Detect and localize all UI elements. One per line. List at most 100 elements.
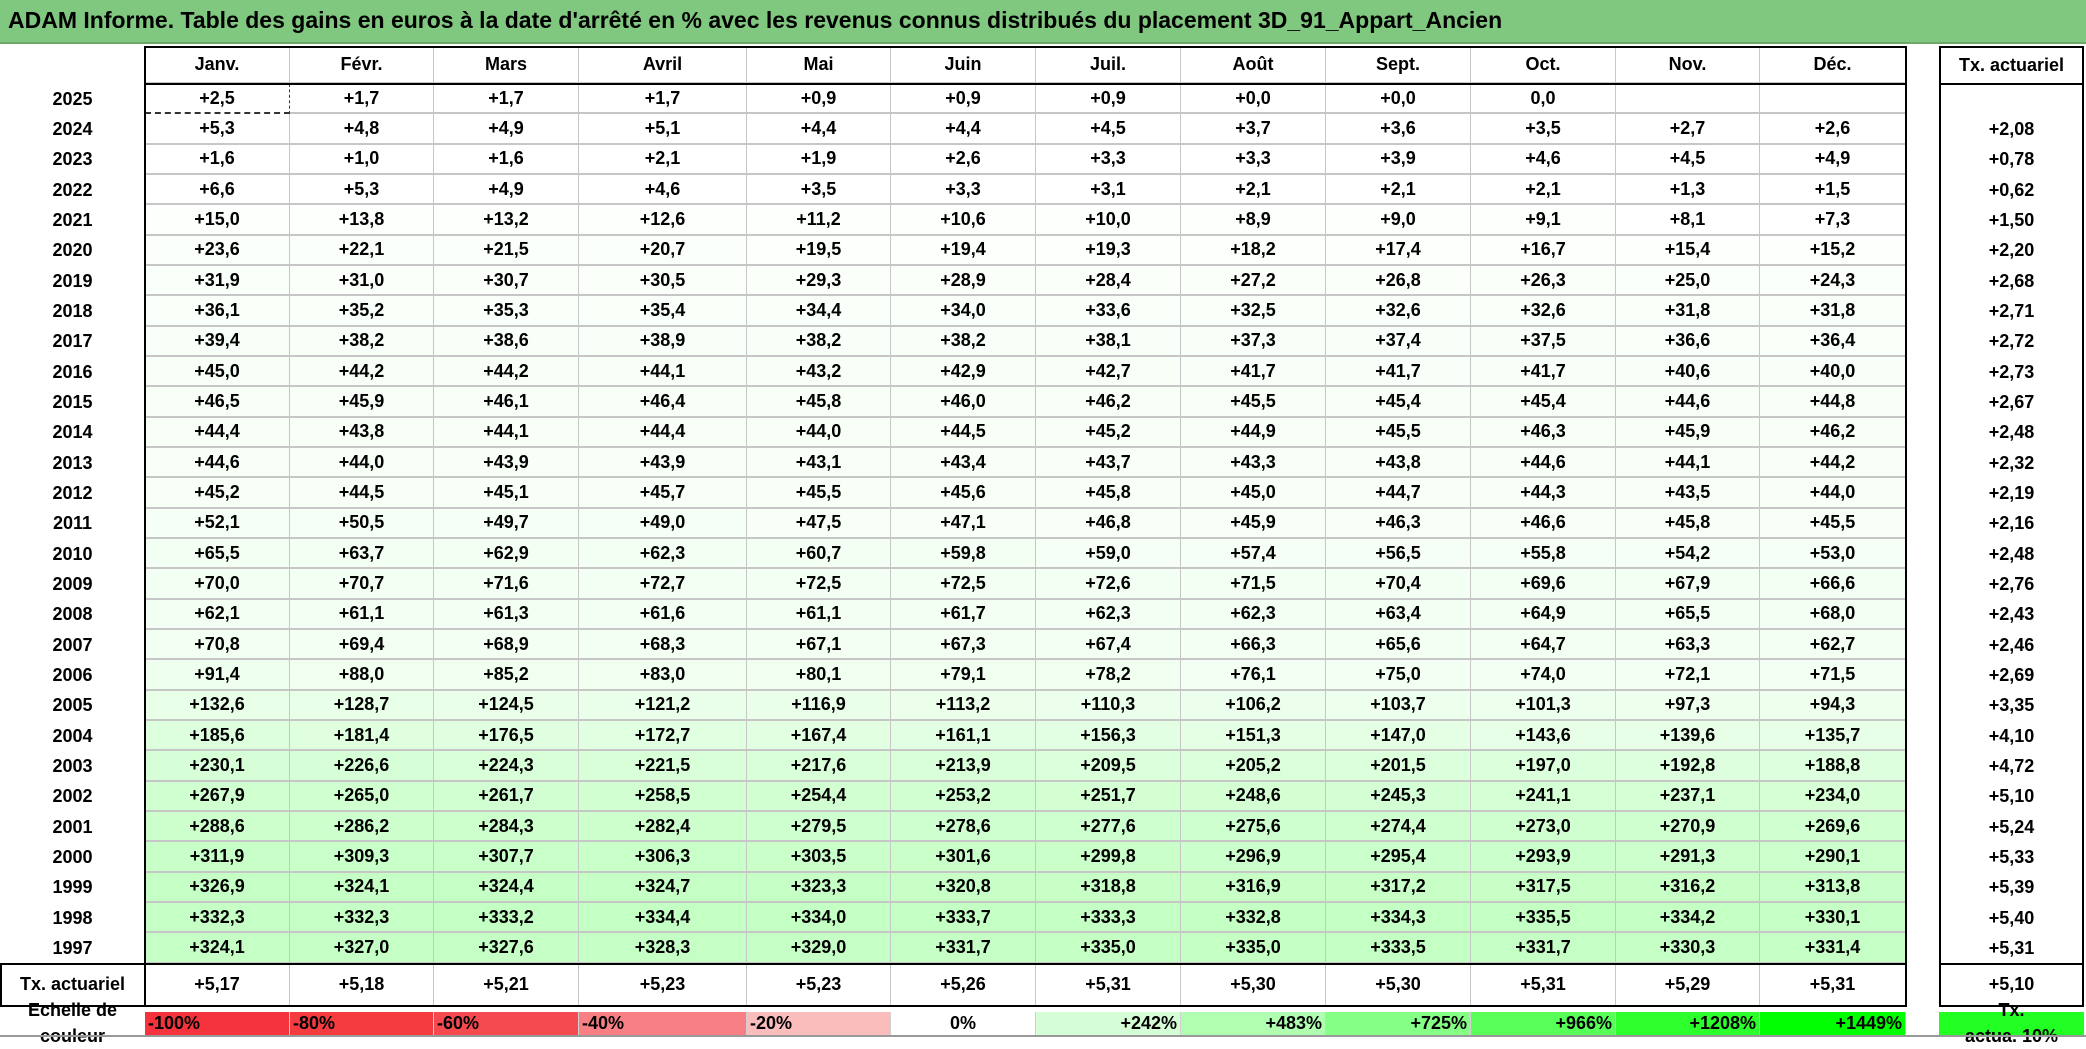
table-cell[interactable]: +3,1 <box>1036 174 1181 206</box>
table-cell[interactable]: +335,0 <box>1181 933 1326 964</box>
table-cell[interactable] <box>1760 84 1906 115</box>
table-cell[interactable]: +29,3 <box>747 265 891 297</box>
table-cell[interactable]: +334,3 <box>1326 902 1471 934</box>
table-cell[interactable]: +331,4 <box>1760 933 1906 964</box>
table-cell[interactable]: +265,0 <box>290 781 434 812</box>
table-cell[interactable]: +326,9 <box>145 872 290 903</box>
table-cell[interactable]: +34,0 <box>891 296 1036 327</box>
table-cell[interactable]: +332,3 <box>290 902 434 934</box>
table-cell[interactable]: +56,5 <box>1326 538 1471 570</box>
table-cell[interactable]: +72,5 <box>747 569 891 600</box>
table-cell[interactable]: +44,5 <box>891 417 1036 448</box>
table-cell[interactable]: +288,6 <box>145 811 290 843</box>
table-cell[interactable]: +15,4 <box>1616 235 1760 266</box>
table-cell[interactable]: +45,8 <box>747 387 891 418</box>
table-cell[interactable]: +66,6 <box>1760 569 1906 600</box>
table-cell[interactable]: +1,3 <box>1616 174 1760 206</box>
table-cell[interactable]: +320,8 <box>891 872 1036 903</box>
table-cell[interactable]: +49,7 <box>434 508 579 539</box>
table-cell[interactable]: +301,6 <box>891 842 1036 873</box>
table-cell[interactable]: +61,1 <box>290 599 434 630</box>
table-cell[interactable]: +331,7 <box>891 933 1036 964</box>
table-cell[interactable]: +316,9 <box>1181 872 1326 903</box>
table-cell[interactable]: +70,7 <box>290 569 434 600</box>
table-cell[interactable]: +72,6 <box>1036 569 1181 600</box>
table-cell[interactable]: +69,4 <box>290 629 434 661</box>
table-cell[interactable]: +313,8 <box>1760 872 1906 903</box>
table-cell[interactable]: +3,3 <box>1181 144 1326 175</box>
table-cell[interactable]: +8,1 <box>1616 205 1760 236</box>
table-cell[interactable]: +94,3 <box>1760 690 1906 721</box>
table-cell[interactable]: +4,5 <box>1036 114 1181 145</box>
table-cell[interactable]: +46,5 <box>145 387 290 418</box>
table-cell[interactable]: +67,4 <box>1036 629 1181 661</box>
table-cell[interactable]: +335,0 <box>1036 933 1181 964</box>
table-cell[interactable]: +4,9 <box>434 114 579 145</box>
table-cell[interactable]: +333,2 <box>434 902 579 934</box>
table-cell[interactable]: +234,0 <box>1760 781 1906 812</box>
table-cell[interactable]: +30,7 <box>434 265 579 297</box>
table-cell[interactable]: +26,3 <box>1471 265 1616 297</box>
table-cell[interactable]: +41,7 <box>1181 356 1326 388</box>
table-cell[interactable]: +0,9 <box>891 84 1036 115</box>
table-cell[interactable]: +192,8 <box>1616 751 1760 782</box>
table-cell[interactable]: +286,2 <box>290 811 434 843</box>
table-cell[interactable]: +4,5 <box>1616 144 1760 175</box>
table-cell[interactable]: +245,3 <box>1326 781 1471 812</box>
table-cell[interactable]: +30,5 <box>579 265 747 297</box>
table-cell[interactable]: +42,7 <box>1036 356 1181 388</box>
table-cell[interactable]: +279,5 <box>747 811 891 843</box>
table-cell[interactable]: +44,4 <box>579 417 747 448</box>
table-cell[interactable]: +1,0 <box>290 144 434 175</box>
table-cell[interactable]: +75,0 <box>1326 660 1471 691</box>
table-cell[interactable]: +97,3 <box>1616 690 1760 721</box>
table-cell[interactable]: +21,5 <box>434 235 579 266</box>
table-cell[interactable]: +31,9 <box>145 265 290 297</box>
table-cell[interactable]: +316,2 <box>1616 872 1760 903</box>
table-cell[interactable]: +71,5 <box>1760 660 1906 691</box>
table-cell[interactable]: +4,9 <box>434 174 579 206</box>
table-cell[interactable]: +52,1 <box>145 508 290 539</box>
table-cell[interactable]: +335,5 <box>1471 902 1616 934</box>
table-cell[interactable]: +83,0 <box>579 660 747 691</box>
table-cell[interactable]: +307,7 <box>434 842 579 873</box>
table-cell[interactable]: +2,1 <box>1326 174 1471 206</box>
table-cell[interactable]: +59,0 <box>1036 538 1181 570</box>
table-cell[interactable]: +269,6 <box>1760 811 1906 843</box>
table-cell[interactable]: +19,3 <box>1036 235 1181 266</box>
table-cell[interactable]: +44,5 <box>290 478 434 509</box>
table-cell[interactable]: +55,8 <box>1471 538 1616 570</box>
table-cell[interactable]: +44,6 <box>1616 387 1760 418</box>
table-cell[interactable]: +317,2 <box>1326 872 1471 903</box>
table-cell[interactable]: +327,6 <box>434 933 579 964</box>
table-cell[interactable]: +3,3 <box>1036 144 1181 175</box>
table-cell[interactable]: +230,1 <box>145 751 290 782</box>
table-cell[interactable]: +65,5 <box>145 538 290 570</box>
table-cell[interactable]: +0,9 <box>747 84 891 115</box>
table-cell[interactable]: +68,3 <box>579 629 747 661</box>
table-cell[interactable]: +5,1 <box>579 114 747 145</box>
table-cell[interactable]: +181,4 <box>290 720 434 752</box>
table-cell[interactable]: +43,1 <box>747 447 891 479</box>
table-cell[interactable]: +67,9 <box>1616 569 1760 600</box>
table-cell[interactable]: +161,1 <box>891 720 1036 752</box>
table-cell[interactable]: +333,7 <box>891 902 1036 934</box>
table-cell[interactable]: +19,4 <box>891 235 1036 266</box>
table-cell[interactable]: +63,4 <box>1326 599 1471 630</box>
table-cell[interactable]: +16,7 <box>1471 235 1616 266</box>
table-cell[interactable]: +1,6 <box>434 144 579 175</box>
table-cell[interactable]: +185,6 <box>145 720 290 752</box>
table-cell[interactable]: +13,8 <box>290 205 434 236</box>
table-cell[interactable]: +37,5 <box>1471 326 1616 357</box>
table-cell[interactable]: +70,8 <box>145 629 290 661</box>
table-cell[interactable]: +44,0 <box>1760 478 1906 509</box>
table-cell[interactable]: +15,2 <box>1760 235 1906 266</box>
table-cell[interactable]: +62,3 <box>579 538 747 570</box>
table-cell[interactable]: +135,7 <box>1760 720 1906 752</box>
table-cell[interactable]: +26,8 <box>1326 265 1471 297</box>
table-cell[interactable]: +258,5 <box>579 781 747 812</box>
table-cell[interactable]: +38,6 <box>434 326 579 357</box>
table-cell[interactable]: +251,7 <box>1036 781 1181 812</box>
table-cell[interactable]: +44,7 <box>1326 478 1471 509</box>
table-cell[interactable]: +17,4 <box>1326 235 1471 266</box>
